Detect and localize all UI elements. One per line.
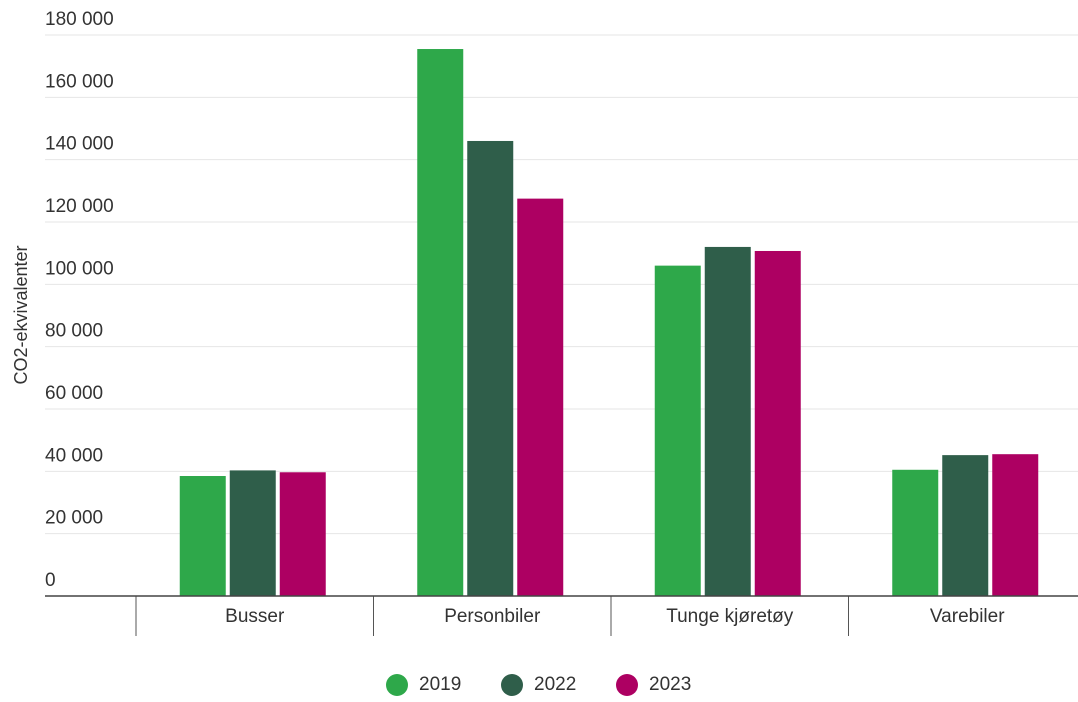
bar	[892, 469, 939, 596]
bar	[654, 265, 701, 596]
x-tick-label: Busser	[225, 606, 285, 627]
legend-swatch	[501, 674, 523, 696]
y-tick-label: 120 000	[45, 196, 114, 217]
bar	[517, 198, 564, 596]
y-axis-label: CO2-ekvivalenter	[11, 245, 31, 384]
y-tick-label: 60 000	[45, 383, 103, 404]
y-tick-label: 0	[45, 570, 56, 591]
legend-label: 2019	[419, 674, 461, 695]
legend-swatch	[386, 674, 408, 696]
y-tick-label: 20 000	[45, 508, 103, 529]
bar	[179, 476, 226, 596]
x-tick-label: Personbiler	[444, 606, 541, 627]
y-tick-label: 40 000	[45, 445, 103, 466]
y-tick-label: 80 000	[45, 321, 103, 342]
y-tick-label: 140 000	[45, 134, 114, 155]
bar	[704, 246, 751, 596]
y-tick-label: 100 000	[45, 258, 114, 279]
legend-label: 2023	[649, 674, 691, 695]
legend-label: 2022	[534, 674, 576, 695]
bar	[279, 472, 326, 596]
bar	[417, 49, 464, 596]
bar	[942, 455, 989, 596]
x-tick-label: Tunge kjøretøy	[666, 606, 794, 627]
bar	[229, 470, 276, 596]
legend-swatch	[616, 674, 638, 696]
y-tick-label: 180 000	[45, 9, 114, 30]
y-tick-label: 160 000	[45, 71, 114, 92]
bar	[992, 454, 1039, 596]
bar	[467, 140, 514, 596]
bar	[754, 250, 801, 597]
x-tick-label: Varebiler	[930, 606, 1005, 627]
